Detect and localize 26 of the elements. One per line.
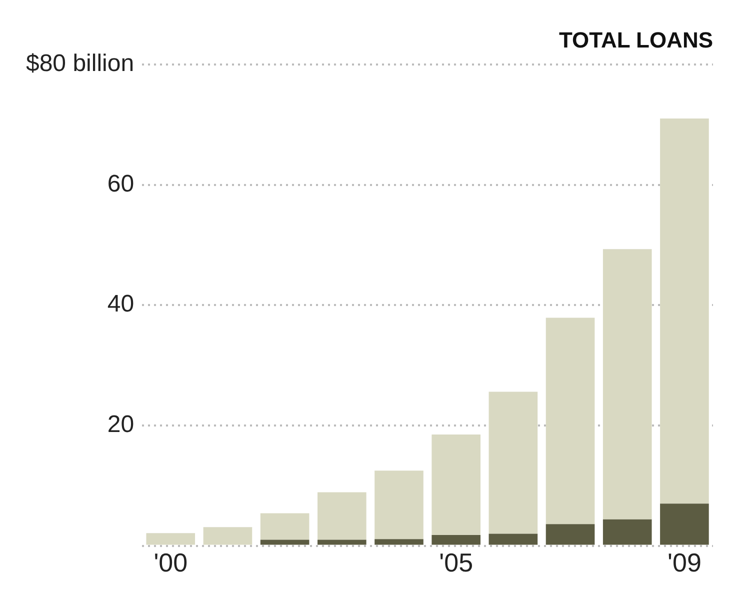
bar: [260, 540, 310, 545]
y-tick-label: $80 billion: [26, 50, 134, 78]
bar: [260, 513, 310, 540]
x-tick-label: '00: [154, 548, 188, 578]
bar: [488, 534, 538, 545]
bar: [146, 533, 196, 545]
bar: [432, 534, 480, 545]
bar: [317, 540, 366, 545]
bar: [374, 539, 424, 545]
x-tick-label: '09: [668, 548, 702, 578]
y-tick-label: 20: [107, 411, 134, 438]
bar: [602, 249, 652, 520]
chart-title: TOTAL LOANS: [559, 27, 713, 52]
x-tick-label: '05: [439, 548, 474, 578]
bar: [660, 118, 709, 504]
bar: [546, 318, 595, 524]
bar: [317, 492, 366, 540]
bar: [432, 434, 480, 535]
bar: [602, 519, 652, 545]
bar: [546, 524, 595, 545]
bar: [374, 470, 424, 540]
bar: [660, 504, 709, 545]
y-tick-label: 40: [107, 290, 134, 318]
bar: [203, 527, 252, 545]
bar: [488, 392, 538, 534]
y-tick-label: 60: [107, 170, 134, 198]
